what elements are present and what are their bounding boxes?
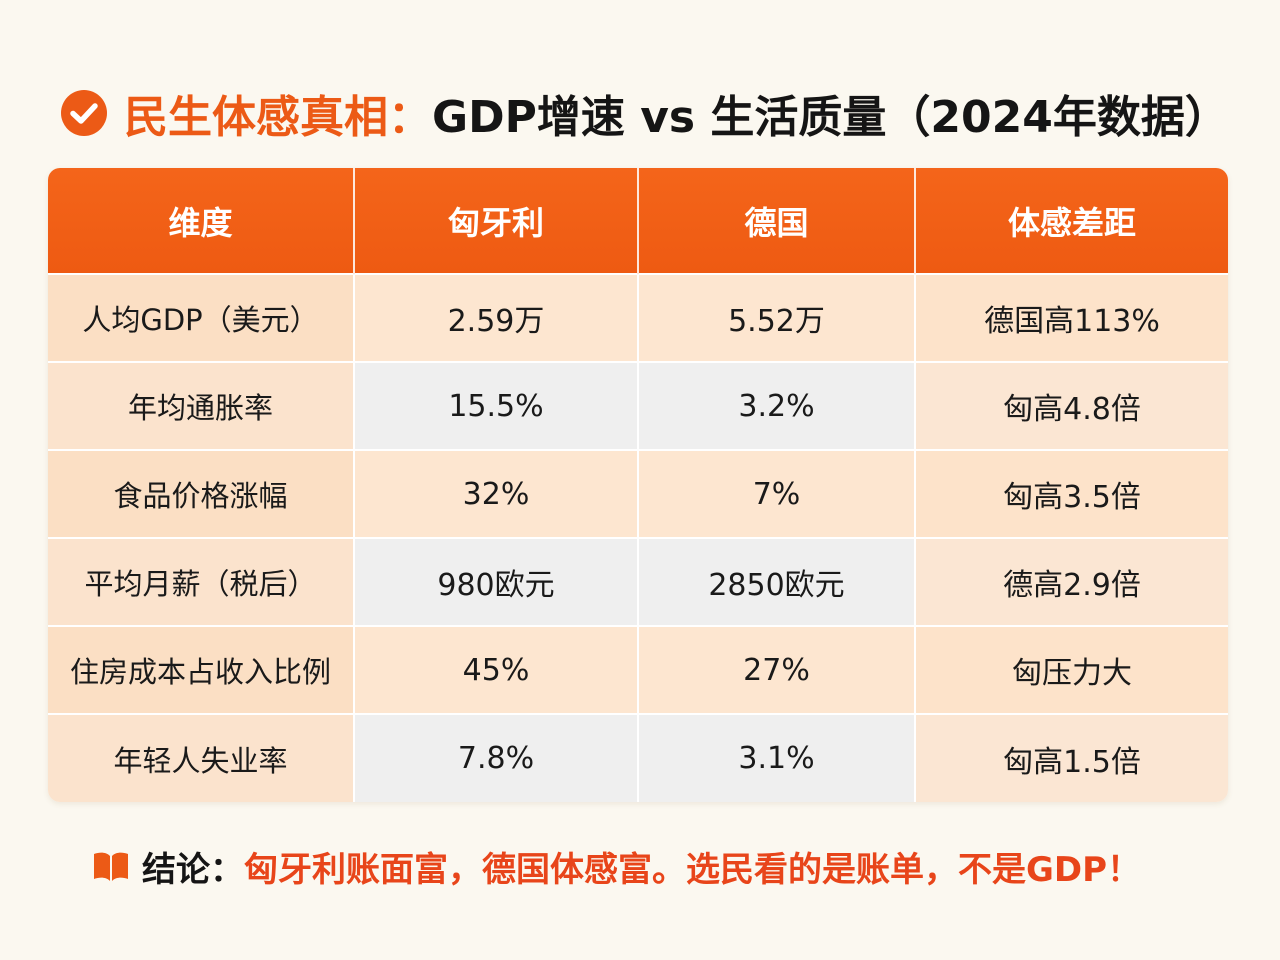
cell-germany: 27%: [638, 625, 916, 714]
cell-germany: 3.2%: [638, 361, 916, 450]
header-gap: 体感差距: [1007, 203, 1136, 242]
cell-metric: 年轻人失业率: [48, 713, 355, 802]
book-icon: [94, 852, 128, 881]
cell-hungary: 2.59万: [354, 273, 639, 362]
conclusion: 结论： 匈牙利账面富，德国体感富。选民看的是账单，不是GDP！: [92, 838, 1141, 894]
table-row: 年均通胀率 15.5% 3.2% 匈高4.8倍: [48, 361, 1228, 450]
cell-germany: 2850欧元: [638, 537, 916, 626]
cell-hungary: 45%: [354, 625, 639, 714]
cell-germany: 5.52万: [638, 273, 916, 362]
title-accent: 民生体感真相：: [124, 92, 432, 143]
cell-metric: 平均月薪（税后）: [48, 537, 355, 626]
cell-gap: 德高2.9倍: [915, 537, 1228, 626]
cell-gap: 德国高113%: [915, 273, 1228, 362]
cell-gap: 匈高3.5倍: [915, 449, 1228, 538]
cell-germany: 7%: [638, 449, 916, 538]
header-germany: 德国: [638, 168, 916, 274]
cell-hungary: 32%: [354, 449, 639, 538]
table-row: 平均月薪（税后） 980欧元 2850欧元 德高2.9倍: [48, 537, 1228, 626]
cell-metric: 人均GDP（美元）: [48, 273, 355, 362]
page-title: 民生体感真相： GDP增速 vs 生活质量（2024年数据）: [60, 78, 1229, 148]
conclusion-text: 匈牙利账面富，德国体感富。选民看的是账单，不是GDP！: [244, 849, 1142, 890]
header-dimension: 维度: [48, 168, 355, 274]
cell-metric: 食品价格涨幅: [48, 449, 355, 538]
cell-metric: 住房成本占收入比例: [48, 625, 355, 714]
cell-metric: 年均通胀率: [48, 361, 355, 450]
check-circle-icon: [61, 90, 107, 136]
table-header-row: 维度 匈牙利 德国 体感差距: [48, 168, 1228, 274]
cell-hungary: 15.5%: [354, 361, 639, 450]
cell-germany: 3.1%: [638, 713, 916, 802]
cell-gap: 匈高4.8倍: [915, 361, 1228, 450]
cell-gap: 匈压力大: [915, 625, 1228, 714]
table-row: 年轻人失业率 7.8% 3.1% 匈高1.5倍: [48, 713, 1228, 802]
table-row: 人均GDP（美元） 2.59万 5.52万 德国高113%: [48, 273, 1228, 362]
conclusion-label: 结论：: [142, 849, 244, 890]
table-row: 住房成本占收入比例 45% 27% 匈压力大: [48, 625, 1228, 714]
cell-gap: 匈高1.5倍: [915, 713, 1228, 802]
cell-hungary: 980欧元: [354, 537, 639, 626]
comparison-table: 维度 匈牙利 德国 体感差距 人均GDP（美元） 2.59万 5.52万 德国高…: [48, 168, 1228, 802]
title-main: GDP增速 vs 生活质量（2024年数据）: [432, 92, 1229, 143]
header-hungary: 匈牙利: [354, 168, 639, 274]
table-row: 食品价格涨幅 32% 7% 匈高3.5倍: [48, 449, 1228, 538]
cell-hungary: 7.8%: [354, 713, 639, 802]
